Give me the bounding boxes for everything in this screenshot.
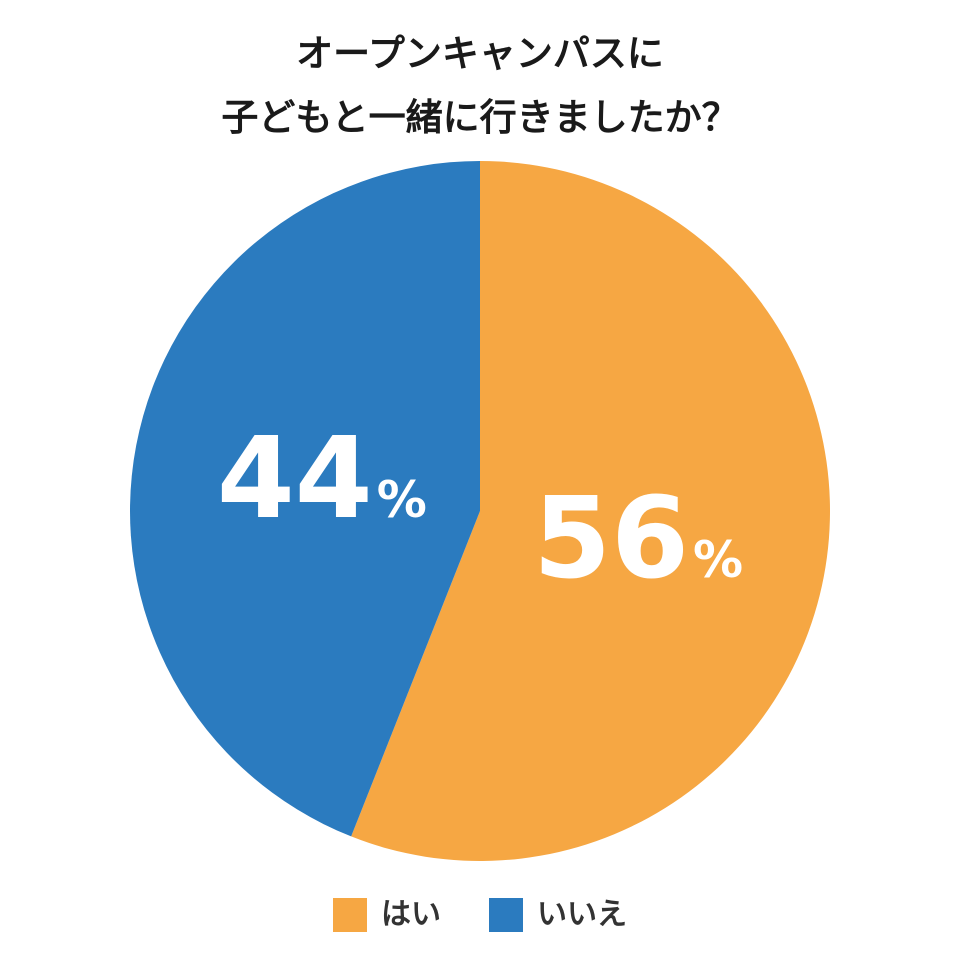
pie-label-unit-yes: % xyxy=(693,531,743,589)
pie-slice-yes xyxy=(351,161,830,861)
chart-title-line-1: オープンキャンパスに xyxy=(296,32,664,75)
legend-item-no: いいえ xyxy=(489,895,627,935)
legend-label-yes: はい xyxy=(381,897,441,932)
legend-swatch-no xyxy=(489,898,523,932)
legend-swatch-yes xyxy=(333,898,367,932)
legend-item-yes: はい xyxy=(333,895,441,935)
pie-label-no: 44% xyxy=(217,414,427,544)
pie-label-value-no: 44 xyxy=(217,414,373,544)
pie-slice-no xyxy=(129,161,480,837)
legend-label-no: いいえ xyxy=(537,897,627,932)
pie-label-yes: 56% xyxy=(533,474,743,604)
pie-label-value-yes: 56 xyxy=(533,474,689,604)
chart-title: オープンキャンパスに 子どもと一緒に行きましたか？ xyxy=(0,22,960,150)
legend: はい いいえ xyxy=(0,895,960,935)
chart-title-line-2: 子どもと一緒に行きましたか？ xyxy=(221,96,739,139)
pie-label-unit-no: % xyxy=(377,471,427,529)
